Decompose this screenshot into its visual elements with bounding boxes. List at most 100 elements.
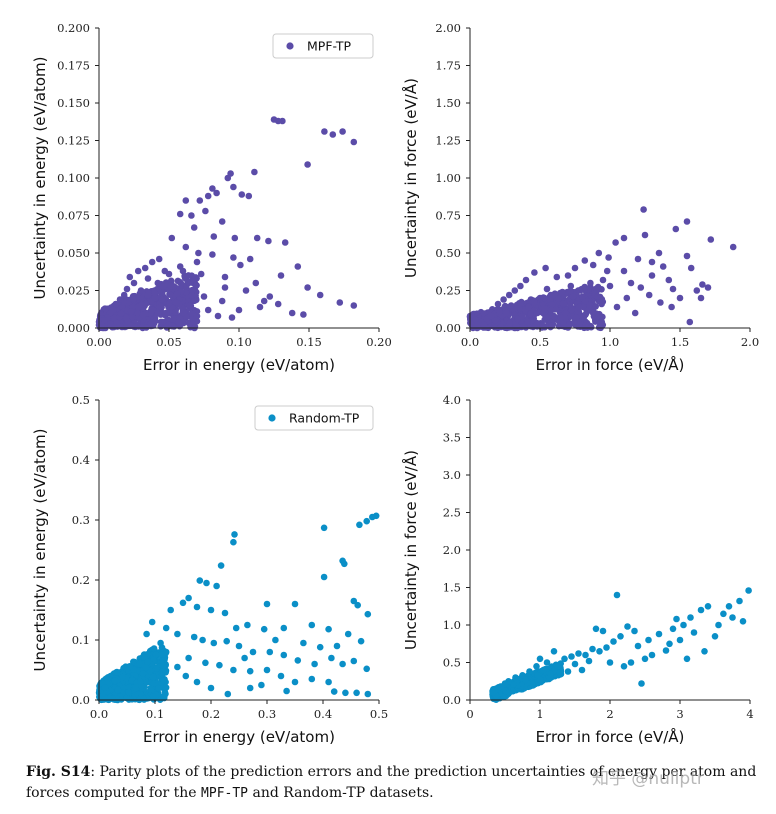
scatter-point <box>308 675 316 683</box>
x-tick-label: 0.2 <box>202 707 220 721</box>
scatter-point <box>655 249 663 257</box>
scatter-point <box>137 678 144 685</box>
x-tick-label: 0.5 <box>370 707 388 721</box>
scatter-point <box>704 603 712 610</box>
scatter-point <box>542 264 549 272</box>
scatter-point <box>522 276 530 284</box>
scatter-point <box>550 291 558 299</box>
scatter-point <box>218 297 226 305</box>
y-tick-label: 0.5 <box>443 656 461 670</box>
x-tick-label: 3 <box>676 707 683 721</box>
scatter-point <box>514 315 521 323</box>
x-tick-label: 0.15 <box>296 335 322 349</box>
scatter-point <box>140 695 147 703</box>
scatter-point <box>148 306 156 314</box>
scatter-point <box>364 610 372 618</box>
scatter-point <box>114 686 122 694</box>
x-tick-label: 1.5 <box>671 335 689 349</box>
scatter-series-Random-TP <box>143 512 380 698</box>
scatter-point <box>125 689 132 696</box>
scatter-point <box>541 305 549 313</box>
scatter-cloud <box>489 660 565 703</box>
scatter-point <box>610 638 617 645</box>
figure-caption: Fig. S14: Parity plots of the prediction… <box>26 762 771 804</box>
scatter-point <box>676 294 684 302</box>
scatter-point <box>687 264 695 272</box>
scatter-point <box>564 668 572 675</box>
scatter-point <box>263 600 271 608</box>
x-tick-label: 0.10 <box>226 335 252 349</box>
scatter-point <box>350 138 358 146</box>
scatter-point <box>193 282 200 289</box>
scatter-point <box>182 672 190 680</box>
scatter-point <box>363 517 371 525</box>
y-tick-label: 0.5 <box>72 393 90 407</box>
caption-text-end: and Random-TP datasets. <box>248 785 434 801</box>
scatter-point <box>627 279 635 287</box>
scatter-point <box>242 287 250 294</box>
scatter-point <box>364 690 372 698</box>
scatter-point <box>152 651 159 658</box>
y-tick-label: 0.75 <box>435 209 461 223</box>
y-axis-label: Uncertainty in energy (eV/atom) <box>31 429 49 672</box>
scatter-point <box>300 311 307 318</box>
scatter-point <box>336 299 344 306</box>
scatter-point <box>161 267 169 275</box>
scatter-point <box>235 642 243 650</box>
scatter-point <box>203 579 210 587</box>
y-tick-label: 1.75 <box>435 59 461 73</box>
legend-box <box>272 33 374 59</box>
scatter-point <box>645 291 653 299</box>
scatter-point <box>356 521 363 529</box>
scatter-point <box>174 663 181 671</box>
scatter-point <box>221 284 229 291</box>
scatter-point <box>339 557 346 565</box>
scatter-point <box>531 299 538 306</box>
scatter-point <box>525 303 533 311</box>
y-axis-label: Uncertainty in force (eV/Å) <box>401 78 420 278</box>
x-tick-label: 2 <box>606 707 613 721</box>
scatter-point <box>553 273 561 281</box>
scatter-point <box>673 615 680 623</box>
scatter-point <box>123 314 130 322</box>
scatter-point <box>294 657 302 664</box>
scatter-point <box>304 284 311 291</box>
scatter-point <box>162 648 170 656</box>
scatter-point <box>179 599 187 607</box>
scatter-point <box>179 309 187 317</box>
scatter-point <box>186 302 194 309</box>
scatter-point <box>687 614 694 621</box>
scatter-point <box>193 678 201 686</box>
scatter-point <box>506 689 513 696</box>
scatter-point <box>575 650 582 657</box>
legend-box <box>254 405 374 431</box>
scatter-point <box>613 303 621 311</box>
scatter-point <box>116 296 124 303</box>
scatter-point <box>300 639 307 647</box>
x-tick-label: 0.5 <box>531 335 549 349</box>
scatter-point <box>197 270 205 278</box>
scatter-point <box>217 562 225 569</box>
y-tick-label: 0.0 <box>72 693 90 707</box>
scatter-point <box>179 267 187 275</box>
x-tick-label: 0.05 <box>156 335 182 349</box>
y-tick-label: 0.000 <box>57 321 90 335</box>
scatter-point <box>665 276 673 284</box>
scatter-point <box>130 279 138 287</box>
y-tick-label: 0.050 <box>57 246 90 260</box>
scatter-point <box>641 231 649 239</box>
scatter-point <box>620 663 628 670</box>
y-tick-label: 2.0 <box>443 543 461 557</box>
scatter-point <box>232 624 240 632</box>
legend: MPF-TP <box>272 33 374 59</box>
scatter-point <box>571 660 579 668</box>
scatter-point <box>174 630 181 638</box>
scatter-point <box>645 636 652 644</box>
scatter-point <box>648 651 656 659</box>
scatter-point <box>280 624 288 632</box>
scatter-point <box>209 251 216 258</box>
scatter-point <box>572 314 580 321</box>
legend-label: MPF-TP <box>307 39 352 54</box>
scatter-point <box>533 663 540 670</box>
scatter-point <box>568 306 575 314</box>
